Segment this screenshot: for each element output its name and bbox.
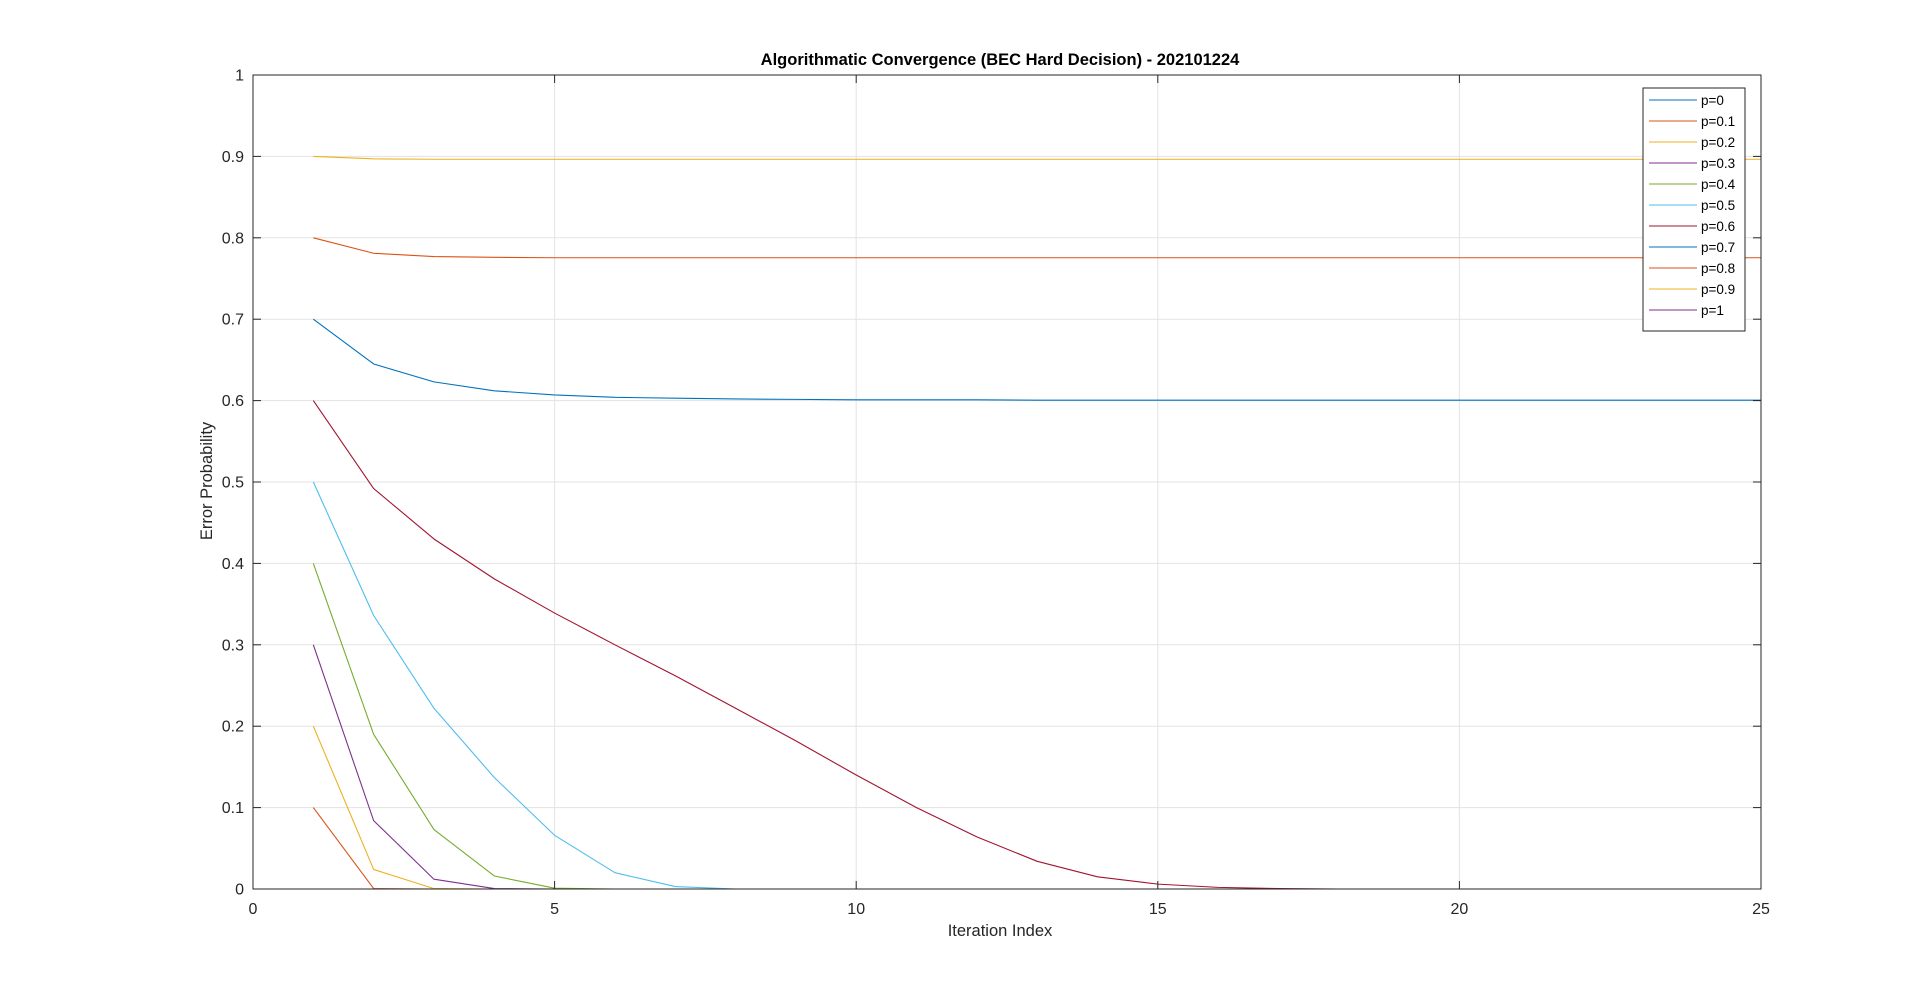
tick-labels: 0 5 10 15 20 25 0 0.1 0.2 0.3 0.4 0.5 0.6 0.7 0.8 0.9 1 <box>222 68 1770 919</box>
y-tick-label: 0.1 <box>222 800 244 817</box>
y-tick-label: 0.3 <box>222 637 244 654</box>
series-line-p-0-7 <box>312 318 1761 401</box>
legend-label: p=0.3 <box>1701 156 1735 171</box>
legend-label: p=0 <box>1701 93 1724 108</box>
series-line-p-0-8 <box>313 237 1761 259</box>
y-tick-label: 0.8 <box>222 230 244 247</box>
legend-label: p=0.9 <box>1701 282 1735 297</box>
y-axis-label: Error Probability <box>198 421 216 540</box>
axes <box>252 74 1762 890</box>
legend-label: p=0.6 <box>1701 219 1735 234</box>
y-tick-label: 0.6 <box>222 393 244 410</box>
x-tick-label: 5 <box>550 901 559 918</box>
legend: p=0 p=0.1 p=0.2 p=0.3 p=0.4 p=0.5 p=0.6 p=0.7 p=… <box>1642 87 1746 332</box>
y-tick-label: 0.2 <box>222 719 244 736</box>
legend-label: p=0.5 <box>1701 198 1735 213</box>
y-tick-label: 0.9 <box>222 149 244 166</box>
x-tick-label: 20 <box>1451 901 1469 918</box>
legend-label: p=0.8 <box>1701 261 1735 276</box>
legend-label: p=0.2 <box>1701 135 1735 150</box>
legend-label: p=0.4 <box>1701 177 1736 192</box>
legend-box <box>1642 87 1746 332</box>
legend-label: p=0.7 <box>1701 240 1735 255</box>
legend-label: p=1 <box>1701 303 1724 318</box>
y-tick-label: 1 <box>235 68 244 85</box>
x-tick-label: 15 <box>1149 901 1167 918</box>
x-tick-label: 25 <box>1752 901 1770 918</box>
y-tick-label: 0.4 <box>222 556 244 573</box>
plot-area-border <box>252 74 1762 890</box>
x-axis-label: Iteration Index <box>948 922 1053 940</box>
x-tick-label: 10 <box>847 901 865 918</box>
chart-title: Algorithmatic Convergence (BEC Hard Deci… <box>761 51 1240 69</box>
y-tick-label: 0 <box>235 882 244 899</box>
x-tick-label: 0 <box>249 901 258 918</box>
series-line-p-0-9 <box>313 155 1761 160</box>
y-tick-label: 0.7 <box>222 312 244 329</box>
y-tick-label: 0.5 <box>222 475 244 492</box>
legend-label: p=0.1 <box>1701 114 1735 129</box>
